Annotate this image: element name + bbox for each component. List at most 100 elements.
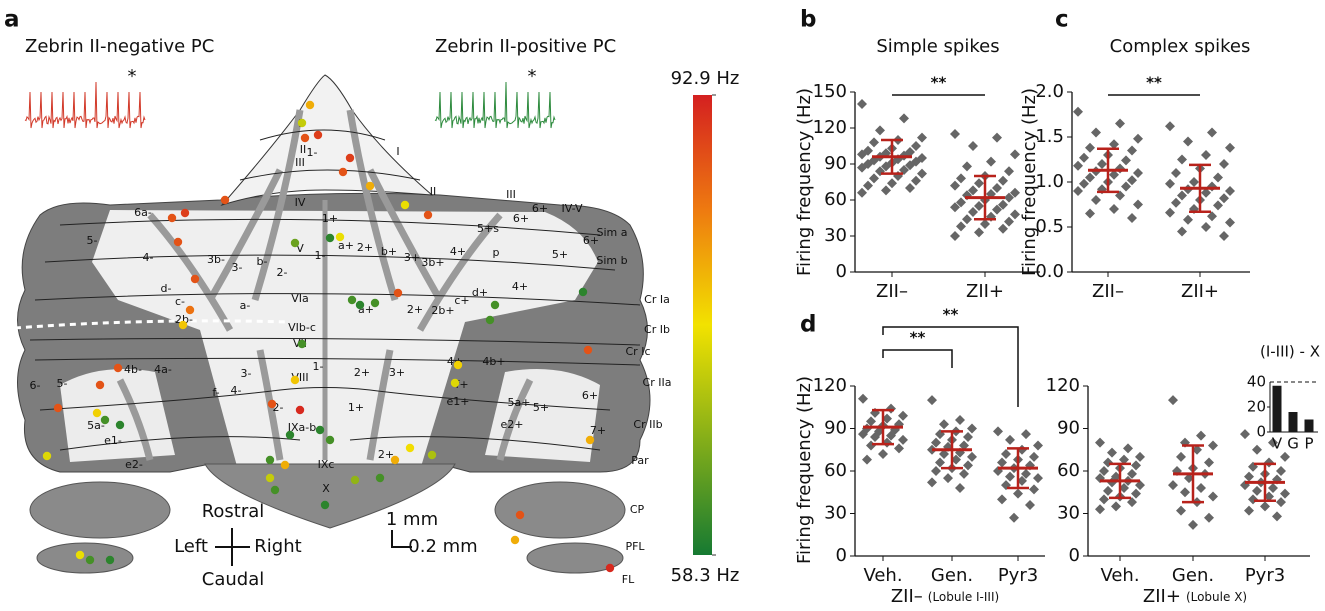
data-point	[905, 160, 915, 171]
data-point	[1183, 214, 1193, 225]
recording-dot	[42, 451, 52, 461]
region-label: VIb-c	[288, 321, 316, 334]
recording-dot	[190, 274, 200, 284]
data-point	[1189, 177, 1199, 187]
data-point	[1208, 440, 1218, 451]
data-point	[1240, 429, 1250, 440]
data-point	[866, 416, 876, 427]
recording-dot	[325, 233, 335, 243]
data-point	[1204, 512, 1214, 523]
data-point	[959, 468, 969, 479]
y-tick-label: 30	[824, 503, 847, 524]
x-tick-label: Pyr3	[998, 565, 1038, 586]
x-tick-label: Veh.	[1100, 565, 1139, 586]
region-label: 6+	[513, 212, 529, 225]
bar	[1304, 419, 1314, 432]
data-point	[1107, 447, 1117, 458]
x-tick-label: ZII+	[1181, 281, 1219, 302]
recording-dot	[173, 237, 183, 247]
region-label: 2+	[407, 303, 423, 316]
data-point	[1103, 485, 1113, 496]
data-point	[1109, 204, 1119, 214]
region-label: 1-	[307, 146, 318, 159]
data-point	[1183, 136, 1193, 147]
region-label: 1+	[322, 212, 338, 225]
data-point	[992, 183, 1002, 193]
x-tick-label: V	[1272, 435, 1283, 453]
data-point	[862, 454, 872, 465]
data-point	[1005, 471, 1015, 482]
data-point	[886, 430, 896, 441]
spike-trace	[434, 81, 556, 129]
region-label: 6-	[30, 379, 41, 392]
recording-dot	[178, 320, 188, 330]
data-point	[951, 454, 961, 465]
recording-dot	[265, 473, 275, 483]
data-point	[1276, 497, 1286, 508]
data-point	[1204, 457, 1214, 468]
region-label: 7+	[590, 424, 606, 437]
y-tick-label: 120	[813, 375, 847, 396]
recording-dot	[180, 208, 190, 218]
data-point	[1171, 168, 1181, 178]
data-point	[1119, 454, 1129, 465]
data-point	[917, 132, 927, 143]
data-point	[1121, 181, 1131, 192]
region-label: 6+	[583, 234, 599, 247]
data-point	[962, 214, 972, 225]
region-label: e2+	[501, 418, 524, 431]
data-point	[858, 393, 868, 404]
bar	[1288, 412, 1298, 432]
data-point	[1188, 519, 1198, 530]
orientation-label: Left	[174, 536, 208, 557]
recording-dot	[315, 425, 325, 435]
region-label: 5+	[552, 248, 568, 261]
region-label: III	[295, 156, 305, 169]
recording-dot	[290, 375, 300, 385]
y-axis-label: Firing frequency (Hz)	[794, 376, 815, 564]
error-bar	[881, 138, 903, 175]
data-point	[1091, 127, 1101, 138]
trace-title: Zebrin II-negative PC	[25, 36, 214, 57]
region-label: Sim b	[596, 254, 627, 267]
data-point	[1177, 226, 1187, 237]
data-point	[967, 451, 977, 462]
spike-trace	[24, 81, 146, 129]
data-point	[968, 141, 978, 151]
data-point	[1123, 443, 1133, 454]
region-label: 1-	[313, 360, 324, 373]
recording-dot	[490, 300, 500, 310]
data-point	[1225, 217, 1235, 228]
region-label: 3+	[389, 366, 405, 379]
data-point	[998, 175, 1008, 186]
data-point	[1009, 512, 1019, 523]
data-point	[956, 173, 966, 184]
y-tick-label: 90	[1057, 418, 1080, 439]
data-point	[955, 483, 965, 493]
error-bar	[1254, 462, 1276, 502]
x-tick-label: ZII–	[1092, 281, 1124, 302]
data-point	[968, 185, 978, 196]
data-point	[1127, 468, 1137, 479]
region-label: 6a-	[134, 206, 152, 219]
data-point	[956, 197, 966, 208]
recording-dot	[583, 345, 593, 355]
y-tick-label: 150	[813, 81, 847, 102]
data-point	[1095, 437, 1105, 448]
x-tick-label: Gen.	[931, 565, 973, 586]
data-point	[1168, 395, 1178, 406]
region-label: 2+	[357, 241, 373, 254]
error-bar	[941, 430, 963, 470]
region-label: II	[430, 185, 437, 198]
region-label: 4+	[450, 245, 466, 258]
error-bar	[1109, 462, 1131, 500]
region-label: Cr IIb	[633, 418, 662, 431]
recording-dot	[335, 232, 345, 242]
data-point	[878, 449, 888, 459]
recording-dot	[605, 563, 615, 573]
region-label: 2+	[378, 448, 394, 461]
recording-dot	[365, 181, 375, 191]
data-point	[1219, 159, 1229, 169]
data-point	[1115, 118, 1125, 129]
data-point	[1201, 222, 1211, 232]
